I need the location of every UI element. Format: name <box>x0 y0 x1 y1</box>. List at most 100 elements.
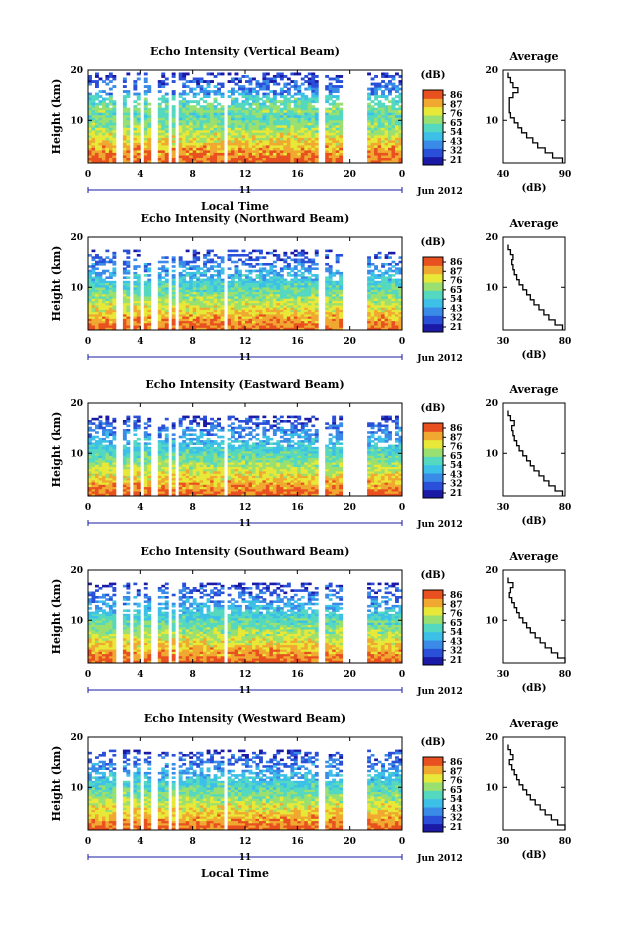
heatmap-cell <box>384 97 389 101</box>
heatmap-cell <box>283 105 288 109</box>
heatmap-cell <box>248 263 253 266</box>
heatmap-cell <box>189 155 194 159</box>
heatmap-cell <box>290 280 295 284</box>
heatmap-cell <box>286 318 291 322</box>
heatmap-cell <box>203 90 207 93</box>
heatmap-cell <box>182 280 187 284</box>
heatmap-cell <box>136 278 141 282</box>
heatmap-cell <box>297 323 302 326</box>
heatmap-cell <box>108 462 113 466</box>
heatmap-cell <box>381 314 385 317</box>
heatmap-cell <box>91 127 96 131</box>
heatmap-cell <box>95 271 99 275</box>
heatmap-cell <box>290 294 295 297</box>
heatmap-cell <box>95 292 99 295</box>
heatmap-cell <box>328 137 333 141</box>
heatmap-cell <box>297 292 302 295</box>
heatmap-cell <box>231 254 235 257</box>
heatmap-cell <box>133 127 138 131</box>
heatmap-cell <box>161 489 166 492</box>
heatmap-cell <box>98 155 103 159</box>
heatmap-cell <box>108 489 113 492</box>
heatmap-cell <box>297 115 302 119</box>
heatmap-cell <box>328 318 333 322</box>
heatmap-cell <box>370 127 375 131</box>
heatmap-cell <box>210 72 214 76</box>
heatmap-cell <box>136 482 141 486</box>
heatmap-cell <box>122 325 127 329</box>
heatmap-cell <box>328 152 333 156</box>
heatmap-cell <box>245 296 249 300</box>
heatmap-cell <box>196 102 201 106</box>
heatmap-cell <box>210 102 214 106</box>
heatmap-cell <box>325 122 330 126</box>
heatmap-cell <box>391 115 396 119</box>
heatmap-cell <box>178 140 183 144</box>
heatmap-cell <box>192 274 197 277</box>
heatmap-cell <box>238 158 242 161</box>
heatmap-cell <box>206 296 211 300</box>
heatmap-cell <box>203 287 207 291</box>
heatmap-cell <box>307 287 312 291</box>
heatmap-cell <box>259 142 263 146</box>
heatmap-cell <box>122 422 127 425</box>
heatmap-cell <box>178 271 183 275</box>
heatmap-cell <box>304 283 309 286</box>
heatmap-cell <box>213 145 218 149</box>
heatmap-cell <box>189 105 194 109</box>
heatmap-cell <box>325 303 330 306</box>
heatmap-cell <box>122 127 127 131</box>
heatmap-cell <box>307 85 312 88</box>
heatmap-cell <box>339 298 344 302</box>
heatmap-cell <box>395 158 399 161</box>
heatmap-cell <box>171 92 176 96</box>
heatmap-cell <box>325 160 330 164</box>
heatmap-cell <box>112 120 117 124</box>
heatmap-cell <box>367 160 371 164</box>
heatmap-cell <box>98 258 103 262</box>
heatmap-cell <box>206 316 211 320</box>
heatmap-cell <box>238 135 242 139</box>
heatmap-cell <box>262 107 267 111</box>
heatmap-cell <box>108 145 113 149</box>
heatmap-cell <box>185 289 190 293</box>
heatmap-cell <box>325 117 330 121</box>
heatmap-cell <box>105 312 110 315</box>
heatmap-cell <box>314 137 319 141</box>
heatmap-cell <box>122 100 127 104</box>
heatmap-cell <box>265 278 270 282</box>
heatmap-cell <box>88 473 92 477</box>
heatmap-cell <box>314 85 319 88</box>
heatmap-cell <box>185 120 190 124</box>
heatmap-cell <box>126 125 131 129</box>
heatmap-cell <box>391 82 396 86</box>
heatmap-cell <box>199 289 204 293</box>
heatmap-cell <box>252 316 256 320</box>
heatmap-cell <box>143 449 148 452</box>
heatmap-cell <box>126 152 131 156</box>
heatmap-cell <box>185 283 190 286</box>
heatmap-cell <box>91 120 96 124</box>
heatmap-cell <box>255 122 260 126</box>
heatmap-cell <box>255 107 260 111</box>
colorbar-swatch <box>423 323 443 333</box>
heatmap-cell <box>252 303 256 306</box>
heatmap-cell <box>231 145 235 149</box>
heatmap-cell <box>136 462 141 466</box>
heatmap-cell <box>293 292 298 295</box>
heatmap-cell <box>231 160 235 164</box>
heatmap-cell <box>384 271 389 275</box>
heatmap-cell <box>248 265 253 268</box>
heatmap-cell <box>143 105 148 109</box>
heatmap-cell <box>171 160 176 164</box>
heatmap-cell <box>126 464 131 468</box>
heatmap-cell <box>252 283 256 286</box>
heatmap-cell <box>335 135 340 139</box>
heatmap-cell <box>370 115 375 119</box>
heatmap-cell <box>377 130 382 134</box>
heatmap-cell <box>95 464 99 468</box>
heatmap-cell <box>265 132 270 136</box>
heatmap-cell <box>147 145 152 149</box>
heatmap-cell <box>272 160 277 164</box>
heatmap-cell <box>395 269 399 273</box>
